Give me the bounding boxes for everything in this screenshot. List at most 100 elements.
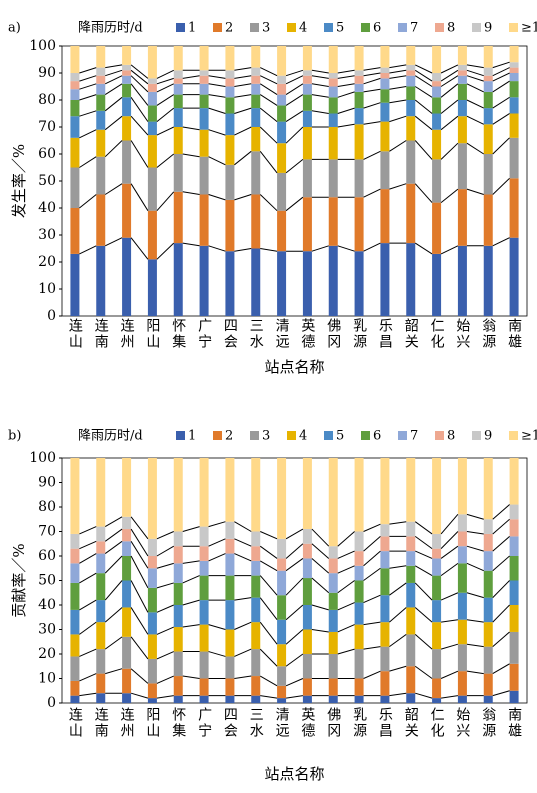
connector-line [466,115,484,125]
connector-line [311,577,330,594]
bar-segment [406,243,416,316]
bar-segment [70,89,80,100]
legend-label: 5 [336,21,344,36]
bar-segment [483,108,493,125]
connector-line [208,538,226,547]
bar-segment [406,666,416,694]
bar-segment [173,46,183,71]
bar-segment [225,46,235,71]
bar-segment [380,671,390,696]
connector-line [130,555,149,589]
connector-line [104,183,123,195]
connector-line [130,580,149,613]
bar-segment [457,70,467,76]
bar-segment [406,46,416,65]
connector-line [260,695,278,699]
x-tick-label v: 连州 [119,707,135,739]
connector-line [182,599,200,606]
connector-line [337,531,355,547]
bar-segment [457,245,467,316]
bar-segment [251,458,261,532]
y-tick-label: 0 [47,695,56,711]
y-tick-label: 30 [38,227,56,243]
bar-segment [70,634,80,657]
bar-segment [70,116,80,138]
connector-line [130,607,149,635]
bar-segment [380,646,390,672]
connector-line [234,126,252,136]
connector-line [79,94,97,101]
plot-frame [61,45,528,317]
bar-segment [173,83,183,95]
connector-line [234,675,252,679]
bar-segment [302,605,312,630]
bar-segment [457,619,467,645]
bar-segment [225,164,235,200]
connector-line [79,110,97,117]
bar-segment [122,636,132,669]
bar-segment [277,619,287,645]
bar-segment [225,521,235,539]
bar-segment [432,46,442,73]
connector-line [285,126,304,144]
bar-segment [96,94,106,111]
legend-label: 9 [484,429,492,444]
connector-line [208,624,226,630]
connector-line [363,536,381,552]
bar-segment [483,519,493,534]
connector-line [104,83,123,96]
bar-segment [509,73,519,82]
bar-segment [199,575,209,601]
bar-segment [277,46,287,76]
bar-segment [483,458,493,520]
bar-segment [122,70,132,76]
connector-line [285,69,304,77]
bar-segment [354,159,364,198]
connector-line [285,577,304,596]
connector-line [130,64,149,79]
connector-line [156,545,175,557]
connector-line [440,670,459,679]
bar-segment [432,129,442,160]
connector-line [285,528,304,540]
connector-line [285,94,304,106]
connector-line [234,621,252,630]
connector-line [440,562,459,577]
connector-line [337,107,355,114]
bar-segment [96,600,106,623]
bar-segment [225,629,235,657]
bar-segment [509,663,519,691]
bar-segment [354,580,364,603]
bar-segment [483,194,493,246]
legend-label: 1 [188,429,196,444]
bar-segment [380,458,390,525]
connector-line [466,99,484,109]
legend-label: 6 [373,21,381,36]
bar-segment [432,622,442,650]
bar-segment [483,673,493,696]
legend-swatch [509,431,518,440]
connector-line [285,75,304,85]
connector-line [363,121,381,125]
bar-segment [251,575,261,598]
bar-segment [328,97,338,114]
bar-segment [199,245,209,316]
bar-segment [147,105,157,122]
bar-segment [406,521,416,537]
connector-line [234,94,252,98]
connector-line [259,194,278,212]
bar-segment [277,685,287,699]
connector-line [234,67,252,71]
connector-line [285,653,304,667]
y-tick-label: 90 [38,65,56,81]
bar-segment [406,634,416,667]
connector-line [337,69,355,74]
bar-segment [432,202,442,254]
connector-line [208,75,226,79]
bar-segment [354,531,364,552]
legend-swatch [435,431,444,440]
connector-line [156,604,174,613]
connector-line [156,83,174,93]
connector-line [363,72,381,77]
